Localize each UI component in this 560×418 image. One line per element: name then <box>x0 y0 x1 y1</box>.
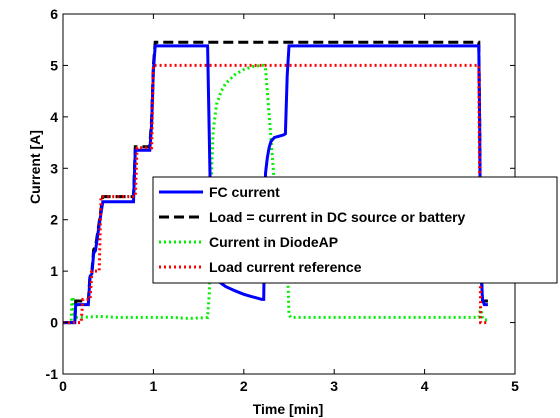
legend-label-3: Load current reference <box>209 259 362 275</box>
series-line-3 <box>63 63 488 325</box>
y-tick-label: 0 <box>50 315 58 331</box>
x-tick-label: 3 <box>330 378 338 394</box>
legend-label-0: FC current <box>209 184 280 200</box>
series-line-2 <box>63 63 488 325</box>
x-tick-label: 5 <box>511 378 519 394</box>
y-tick-label: 5 <box>50 57 58 73</box>
y-tick-label: 3 <box>50 160 58 176</box>
y-tick-label: 6 <box>50 6 58 22</box>
legend-box <box>152 176 558 284</box>
y-tick-label: 2 <box>50 212 58 228</box>
x-axis-title: Time [min] <box>253 401 324 417</box>
legend: FC current Load = current in DC source or… <box>152 176 558 284</box>
x-tick-label: 4 <box>421 378 429 394</box>
legend-label-1: Load = current in DC source or battery <box>209 209 466 225</box>
legend-label-2: Current in DiodeAP <box>209 234 338 250</box>
y-tick-label: 1 <box>50 263 58 279</box>
x-tick-label: 1 <box>150 378 158 394</box>
y-tick-label: 4 <box>50 109 58 125</box>
y-tick-label: -1 <box>46 366 59 382</box>
x-tick-label: 2 <box>240 378 248 394</box>
x-tick-label: 0 <box>59 378 67 394</box>
y-axis-title: Current [A] <box>27 130 43 204</box>
